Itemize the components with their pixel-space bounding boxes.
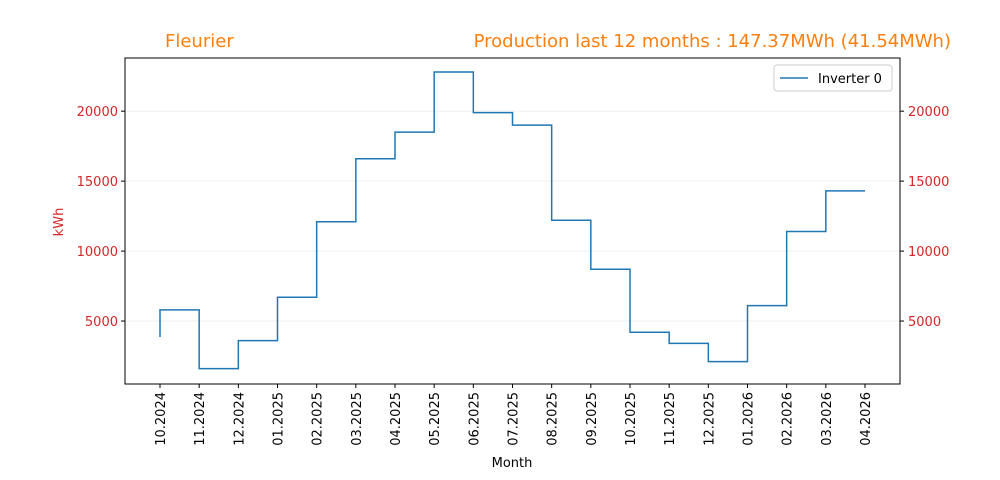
x-tick-label: 03.2025: [350, 392, 365, 446]
y2-tick-label: 10000: [908, 245, 949, 260]
legend-box: [773, 64, 893, 92]
x-axis-label: Month: [492, 456, 533, 471]
x-tick-label: 10.2025: [624, 392, 639, 446]
plot-frame: [124, 57, 901, 385]
y2-tick-label: 5000: [908, 315, 941, 330]
y2-tick-label: 20000: [908, 105, 949, 120]
x-tick-label: 04.2025: [389, 392, 404, 446]
y2-tick-label: 15000: [908, 175, 949, 190]
y-tick-label: 20000: [77, 105, 118, 120]
y-tick-label: 5000: [85, 315, 118, 330]
x-tick-label: 05.2025: [428, 392, 443, 446]
x-tick-label: 12.2024: [232, 392, 247, 446]
y-tick-label: 15000: [77, 175, 118, 190]
y-tick-label: 10000: [77, 245, 118, 260]
chart-title-right: Production last 12 months : 147.37MWh (4…: [474, 31, 951, 52]
x-tick-label: 09.2025: [585, 392, 600, 446]
x-tick-label: 11.2025: [663, 392, 678, 446]
x-tick-label: 02.2025: [311, 392, 326, 446]
x-tick-label: 07.2025: [507, 392, 522, 446]
x-tick-label: 11.2024: [193, 392, 208, 446]
x-tick-label: 10.2024: [154, 392, 169, 446]
x-tick-label: 08.2025: [546, 392, 561, 446]
x-tick-label: 01.2025: [272, 392, 287, 446]
x-tick-label: 06.2025: [467, 392, 482, 446]
x-tick-label: 12.2025: [702, 392, 717, 446]
x-tick-label: 02.2026: [781, 392, 796, 446]
chart-title-left: Fleurier: [165, 31, 234, 52]
series-line: [159, 71, 865, 370]
y-axis-label: kWh: [52, 208, 67, 237]
x-tick-label: 01.2026: [742, 392, 757, 446]
x-tick-label: 03.2026: [820, 392, 835, 446]
legend-label: Inverter 0: [818, 72, 882, 87]
x-tick-label: 04.2026: [859, 392, 874, 446]
